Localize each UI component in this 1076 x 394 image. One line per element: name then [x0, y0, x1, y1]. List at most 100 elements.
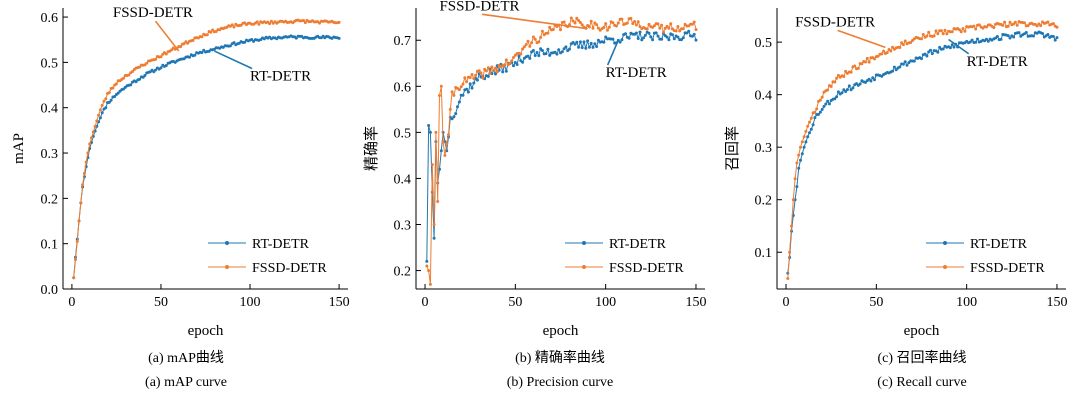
x-axis-label: epoch [543, 323, 579, 339]
data-point [925, 34, 929, 38]
annotation-leader [837, 29, 886, 49]
data-point [533, 54, 537, 57]
data-point [575, 16, 579, 20]
annotation-label: FSSD-DETR [113, 5, 193, 21]
data-point [654, 31, 658, 35]
data-point [439, 84, 443, 88]
annotation-label: RT-DETR [250, 69, 311, 85]
data-point [645, 27, 649, 31]
data-point [647, 31, 651, 35]
data-point [79, 201, 83, 205]
data-point [856, 66, 860, 70]
data-point [454, 112, 458, 116]
data-point [891, 69, 895, 73]
y-tick-label: 0.5 [755, 36, 773, 51]
x-tick-label: 50 [869, 295, 883, 310]
data-point [620, 17, 624, 21]
data-point [793, 177, 797, 181]
data-point [428, 282, 432, 286]
data-point [797, 153, 801, 157]
data-point [885, 51, 889, 55]
data-point [842, 75, 846, 78]
data-point [427, 124, 431, 127]
data-point [930, 52, 934, 56]
data-point [531, 35, 535, 39]
data-point [802, 135, 806, 139]
data-point [159, 66, 163, 70]
data-point [1032, 34, 1035, 38]
data-point [537, 40, 541, 44]
annotation-label: RT-DETR [967, 54, 1028, 70]
data-point [974, 40, 978, 44]
data-point [432, 223, 436, 226]
data-point [651, 38, 655, 42]
data-point [587, 45, 591, 49]
data-point [806, 124, 810, 128]
data-point [481, 76, 485, 80]
data-point [1003, 20, 1007, 24]
data-point [804, 129, 808, 133]
panel-map-curve: 0.0 0.1 0.2 0.3 0.4 0.5 0.6 0 50 100 150 epoch mAP FS… [11, 5, 350, 339]
data-point [948, 46, 952, 50]
data-point [551, 28, 555, 31]
data-point [519, 52, 523, 56]
data-point [892, 65, 896, 69]
data-point [791, 198, 795, 202]
y-axis-label: 精确率 [363, 126, 380, 171]
data-point [1041, 32, 1044, 35]
data-point [452, 93, 456, 97]
data-point [526, 54, 530, 58]
data-point [122, 76, 126, 80]
data-point [575, 40, 579, 44]
data-point [939, 29, 943, 33]
data-point [501, 70, 505, 74]
data-point [268, 22, 272, 26]
data-point [871, 76, 875, 80]
y-tick-label: 0.7 [394, 34, 412, 49]
data-point [860, 62, 864, 66]
data-point [795, 185, 799, 189]
data-point [817, 112, 820, 116]
data-point [461, 82, 465, 86]
data-point [109, 98, 113, 102]
data-point [667, 38, 671, 42]
legend-label: FSSD-DETR [252, 261, 327, 276]
data-point [873, 78, 876, 82]
x-tick-label: 100 [956, 295, 977, 310]
data-point [959, 30, 963, 34]
data-point [665, 24, 669, 28]
data-point [438, 94, 441, 97]
data-point [474, 73, 478, 77]
data-point [179, 45, 183, 49]
data-point [587, 25, 591, 29]
data-point [439, 149, 443, 153]
data-point [450, 90, 454, 94]
data-point [257, 22, 261, 26]
data-point [941, 47, 945, 51]
data-point [88, 142, 92, 146]
data-point [578, 21, 582, 24]
y-tick-label: 0.2 [755, 194, 773, 209]
data-point [560, 50, 564, 54]
data-point [425, 259, 429, 263]
data-point [986, 39, 990, 43]
data-point [972, 24, 976, 28]
data-point [672, 37, 676, 41]
data-point [642, 36, 646, 40]
data-point [1035, 24, 1039, 28]
data-point [74, 258, 77, 261]
data-point [537, 54, 541, 58]
data-point [671, 33, 674, 37]
data-point [826, 88, 830, 92]
data-point [636, 20, 640, 24]
y-tick-label: 0.1 [41, 238, 59, 253]
data-point [687, 29, 691, 33]
data-point [517, 54, 521, 58]
data-point [836, 90, 840, 94]
data-point [1026, 24, 1030, 28]
data-point [510, 59, 514, 63]
data-point [559, 28, 562, 32]
data-point [432, 236, 436, 240]
data-point [452, 115, 456, 119]
data-point [154, 57, 158, 61]
